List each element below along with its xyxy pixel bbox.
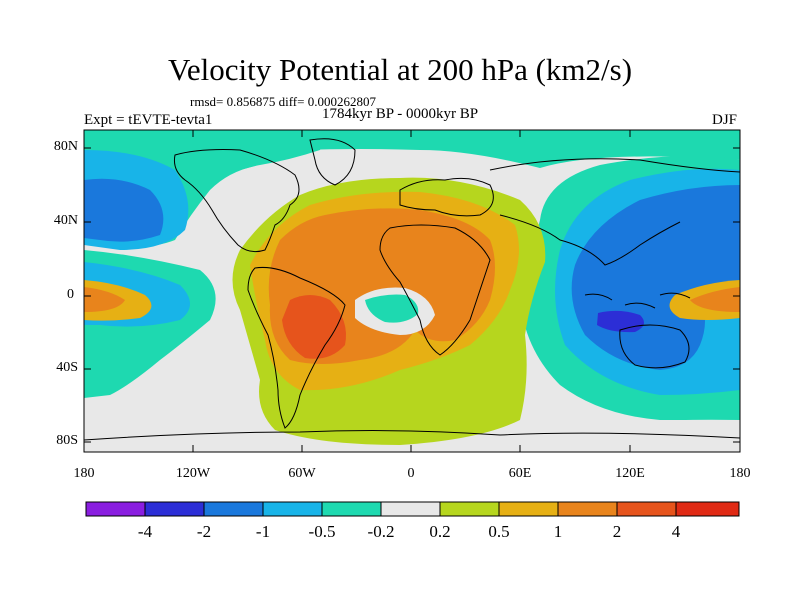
colorbar-box-5 — [321, 501, 382, 517]
colorbar-box-4 — [262, 501, 323, 517]
asia-coastline — [489, 158, 740, 266]
maritime-continent-islands — [584, 292, 691, 309]
colorbar-box-9 — [557, 501, 618, 517]
lat-label-40n: 40N — [53, 213, 78, 228]
period-label: 1784kyr BP - 0000kyr BP — [322, 106, 479, 122]
lon-label-120w: 120W — [175, 466, 211, 481]
experiment-label: Expt = tEVTE-tevta1 — [84, 112, 213, 128]
lon-label-60e: 60E — [508, 466, 532, 481]
colorbar-label-neg4: -4 — [137, 522, 153, 541]
colorbar-box-6 — [380, 501, 441, 517]
field-npac-blue-east — [84, 178, 164, 242]
continent-outlines — [84, 138, 740, 441]
colorbar-label-neg0-2: -0.2 — [367, 522, 395, 541]
colorbar — [85, 501, 740, 517]
australia-coastline — [619, 324, 690, 369]
greenland-coastline — [309, 138, 356, 186]
africa-coastline — [379, 224, 491, 356]
lon-label-180-east: 180 — [729, 466, 751, 481]
lat-label-0: 0 — [67, 287, 74, 302]
map-title: Velocity Potential at 200 hPa (km2/s) — [167, 52, 633, 87]
lon-label-180-west: 180 — [73, 466, 95, 481]
colorbar-box-11 — [675, 501, 740, 517]
lat-label-80n: 80N — [53, 139, 78, 154]
map-frame — [83, 129, 741, 453]
lon-label-0: 0 — [407, 466, 415, 481]
colorbar-box-8 — [498, 501, 559, 517]
colorbar-box-7 — [439, 501, 500, 517]
field-epac-orange-left — [84, 287, 125, 312]
colorbar-label-4: 4 — [671, 522, 681, 541]
field-atlantic-hole-teal — [365, 294, 419, 323]
lat-label-80s: 80S — [56, 433, 78, 448]
field-dateline-orange — [690, 287, 740, 312]
colorbar-label-neg2: -2 — [196, 522, 212, 541]
lon-label-60w: 60W — [288, 466, 316, 481]
colorbar-label-1: 1 — [553, 522, 563, 541]
field-antarctic-neutral — [84, 415, 740, 452]
colorbar-label-0-2: 0.2 — [429, 522, 451, 541]
lon-label-120e: 120E — [615, 466, 645, 481]
lat-label-40s: 40S — [56, 360, 78, 375]
colorbar-label-neg0-5: -0.5 — [308, 522, 336, 541]
north-america-coastline — [174, 149, 300, 253]
colorbar-box-2 — [144, 501, 205, 517]
south-america-coastline — [247, 267, 346, 429]
rmsd-diff-stats: rmsd= 0.856875 diff= 0.000262807 — [190, 94, 376, 109]
europe-coastline — [399, 177, 494, 217]
colorbar-label-0-5: 0.5 — [488, 522, 510, 541]
colorbar-box-3 — [203, 501, 264, 517]
velocity-potential-field — [84, 130, 740, 452]
antarctica-coastline — [84, 430, 740, 441]
colorbar-box-1 — [85, 501, 146, 517]
colorbar-label-neg1: -1 — [255, 522, 271, 541]
axis-ticks — [84, 130, 740, 452]
colorbar-label-2: 2 — [612, 522, 622, 541]
season-label: DJF — [712, 112, 738, 128]
field-samerica-redorange — [282, 295, 346, 359]
colorbar-box-10 — [616, 501, 677, 517]
